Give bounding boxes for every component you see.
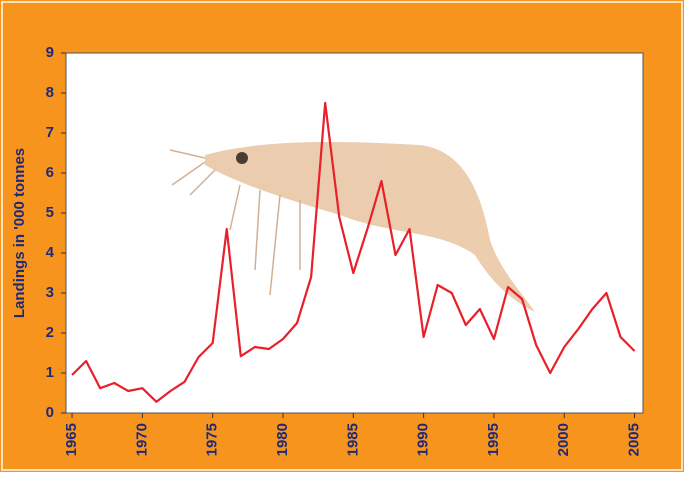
y-tick-label: 0 (46, 404, 54, 421)
x-tick-label: 2005 (626, 423, 643, 456)
y-tick-label: 4 (46, 244, 55, 261)
y-tick-label: 3 (46, 284, 54, 301)
x-tick-label: 1975 (204, 423, 221, 456)
x-tick-label: 1965 (63, 423, 80, 456)
x-tick-label: 1970 (133, 423, 150, 456)
x-tick-label: 1985 (344, 423, 361, 456)
y-tick-label: 5 (46, 204, 54, 221)
y-tick-label: 2 (46, 324, 54, 341)
x-tick-label: 1990 (415, 423, 432, 456)
y-tick-label: 9 (46, 44, 54, 61)
y-tick-label: 8 (46, 84, 54, 101)
y-tick-label: 1 (46, 364, 54, 381)
x-tick-label: 2000 (555, 423, 572, 456)
x-tick-label: 1980 (274, 423, 291, 456)
y-axis-label: Landings in '000 tonnes (11, 148, 28, 318)
y-tick-label: 7 (46, 124, 54, 141)
x-tick-label: 1995 (485, 423, 502, 456)
data-line (71, 101, 636, 403)
shrimp-illustration (169, 142, 535, 312)
plot-area (65, 52, 644, 414)
y-tick-label: 6 (46, 164, 54, 181)
